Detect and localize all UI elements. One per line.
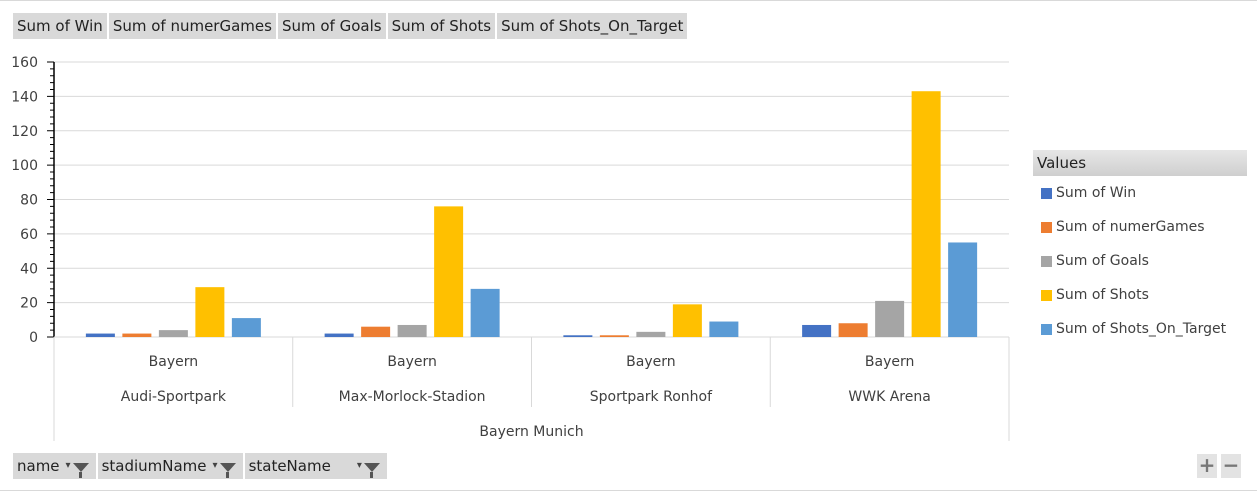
value-field-button-win[interactable]: Sum of Win [13, 13, 107, 39]
category-label-state: Bayern [865, 354, 914, 370]
legend-item[interactable]: Sum of Shots_On_Target [1033, 312, 1247, 346]
category-label-state: Bayern [149, 354, 198, 370]
value-field-button-goals[interactable]: Sum of Goals [277, 13, 386, 39]
y-tick-label: 140 [11, 89, 38, 105]
chart-bottom-border [0, 490, 1257, 491]
category-label-name: Bayern Munich [479, 424, 583, 440]
y-tick-label: 20 [20, 296, 38, 312]
value-field-button-shots[interactable]: Sum of Shots [387, 13, 496, 39]
value-field-button-numergames[interactable]: Sum of numerGames [108, 13, 276, 39]
filter-icon [72, 453, 92, 479]
bar-sum-of-goals [875, 300, 905, 337]
axis-field-label: stadiumName [101, 457, 207, 475]
y-tick-label: 80 [20, 193, 38, 209]
legend-label: Sum of Win [1056, 185, 1137, 201]
bar-sum-of-shots-on-target [231, 318, 261, 337]
bar-sum-of-shots [195, 287, 225, 337]
bar-sum-of-numergames [122, 333, 152, 337]
legend-swatch [1041, 289, 1052, 301]
axis-field-buttons: name ▾ stadiumName ▾ stateName ▾ [13, 453, 387, 479]
legend-swatch [1041, 255, 1052, 267]
dropdown-arrow-icon: ▾ [65, 460, 71, 471]
category-label-stadium: Max-Morlock-Stadion [339, 389, 486, 405]
axis-field-button-statename[interactable]: stateName ▾ [244, 453, 387, 479]
bar-sum-of-goals [397, 324, 427, 337]
value-field-button-shots-on-target[interactable]: Sum of Shots_On_Target [497, 13, 688, 39]
legend-label: Sum of Shots_On_Target [1056, 321, 1227, 337]
category-label-state: Bayern [626, 354, 675, 370]
bar-sum-of-numergames [599, 335, 629, 337]
expand-field-button[interactable]: + [1197, 453, 1217, 478]
bar-sum-of-shots-on-target [948, 242, 978, 337]
legend-item[interactable]: Sum of numerGames [1033, 210, 1247, 244]
dropdown-arrow-icon: ▾ [356, 460, 362, 471]
legend-item[interactable]: Sum of Shots [1033, 278, 1247, 312]
y-tick-label: 160 [11, 55, 38, 71]
legend-label: Sum of numerGames [1056, 219, 1205, 235]
legend-item[interactable]: Sum of Goals [1033, 244, 1247, 278]
y-tick-label: 40 [20, 261, 38, 277]
category-label-stadium: WWK Arena [848, 389, 930, 405]
filter-icon [363, 453, 383, 479]
chart-top-border [0, 0, 1257, 1]
legend-swatch [1041, 323, 1052, 335]
y-tick-label: 60 [20, 227, 38, 243]
y-tick-label: 120 [11, 124, 38, 140]
legend-swatch [1041, 221, 1052, 233]
legend-title[interactable]: Values [1033, 150, 1247, 176]
bar-sum-of-goals [636, 331, 666, 337]
bar-sum-of-shots [672, 304, 702, 337]
bar-sum-of-goals [158, 330, 188, 337]
axis-field-label: stateName [248, 457, 331, 475]
category-label-stadium: Audi-Sportpark [121, 389, 227, 405]
legend-label: Sum of Goals [1056, 253, 1149, 269]
legend-swatch [1041, 187, 1052, 199]
collapse-field-button[interactable]: − [1221, 453, 1241, 478]
value-field-buttons: Sum of Win Sum of numerGames Sum of Goal… [13, 13, 688, 39]
bar-sum-of-win [802, 324, 832, 337]
bar-sum-of-numergames [838, 323, 868, 337]
category-label-state: Bayern [387, 354, 436, 370]
filter-icon [219, 453, 239, 479]
legend-item[interactable]: Sum of Win [1033, 176, 1247, 210]
axis-field-button-stadiumname[interactable]: stadiumName ▾ [97, 453, 243, 479]
legend-label: Sum of Shots [1056, 287, 1149, 303]
dropdown-arrow-icon: ▾ [212, 460, 218, 471]
bar-sum-of-shots [911, 91, 941, 337]
bar-sum-of-win [324, 333, 354, 337]
bar-sum-of-numergames [361, 326, 391, 337]
axis-field-label: name [17, 457, 60, 475]
bar-sum-of-win [85, 333, 115, 337]
category-label-stadium: Sportpark Ronhof [590, 389, 713, 405]
y-tick-label: 0 [29, 330, 38, 346]
y-tick-label: 100 [11, 158, 38, 174]
bar-sum-of-win [563, 335, 593, 337]
legend: Values Sum of Win Sum of numerGames Sum of… [1033, 150, 1247, 346]
bar-sum-of-shots [434, 206, 464, 337]
bar-sum-of-shots-on-target [709, 321, 739, 337]
bar-sum-of-shots-on-target [470, 288, 500, 337]
axis-field-button-name[interactable]: name ▾ [13, 453, 96, 479]
